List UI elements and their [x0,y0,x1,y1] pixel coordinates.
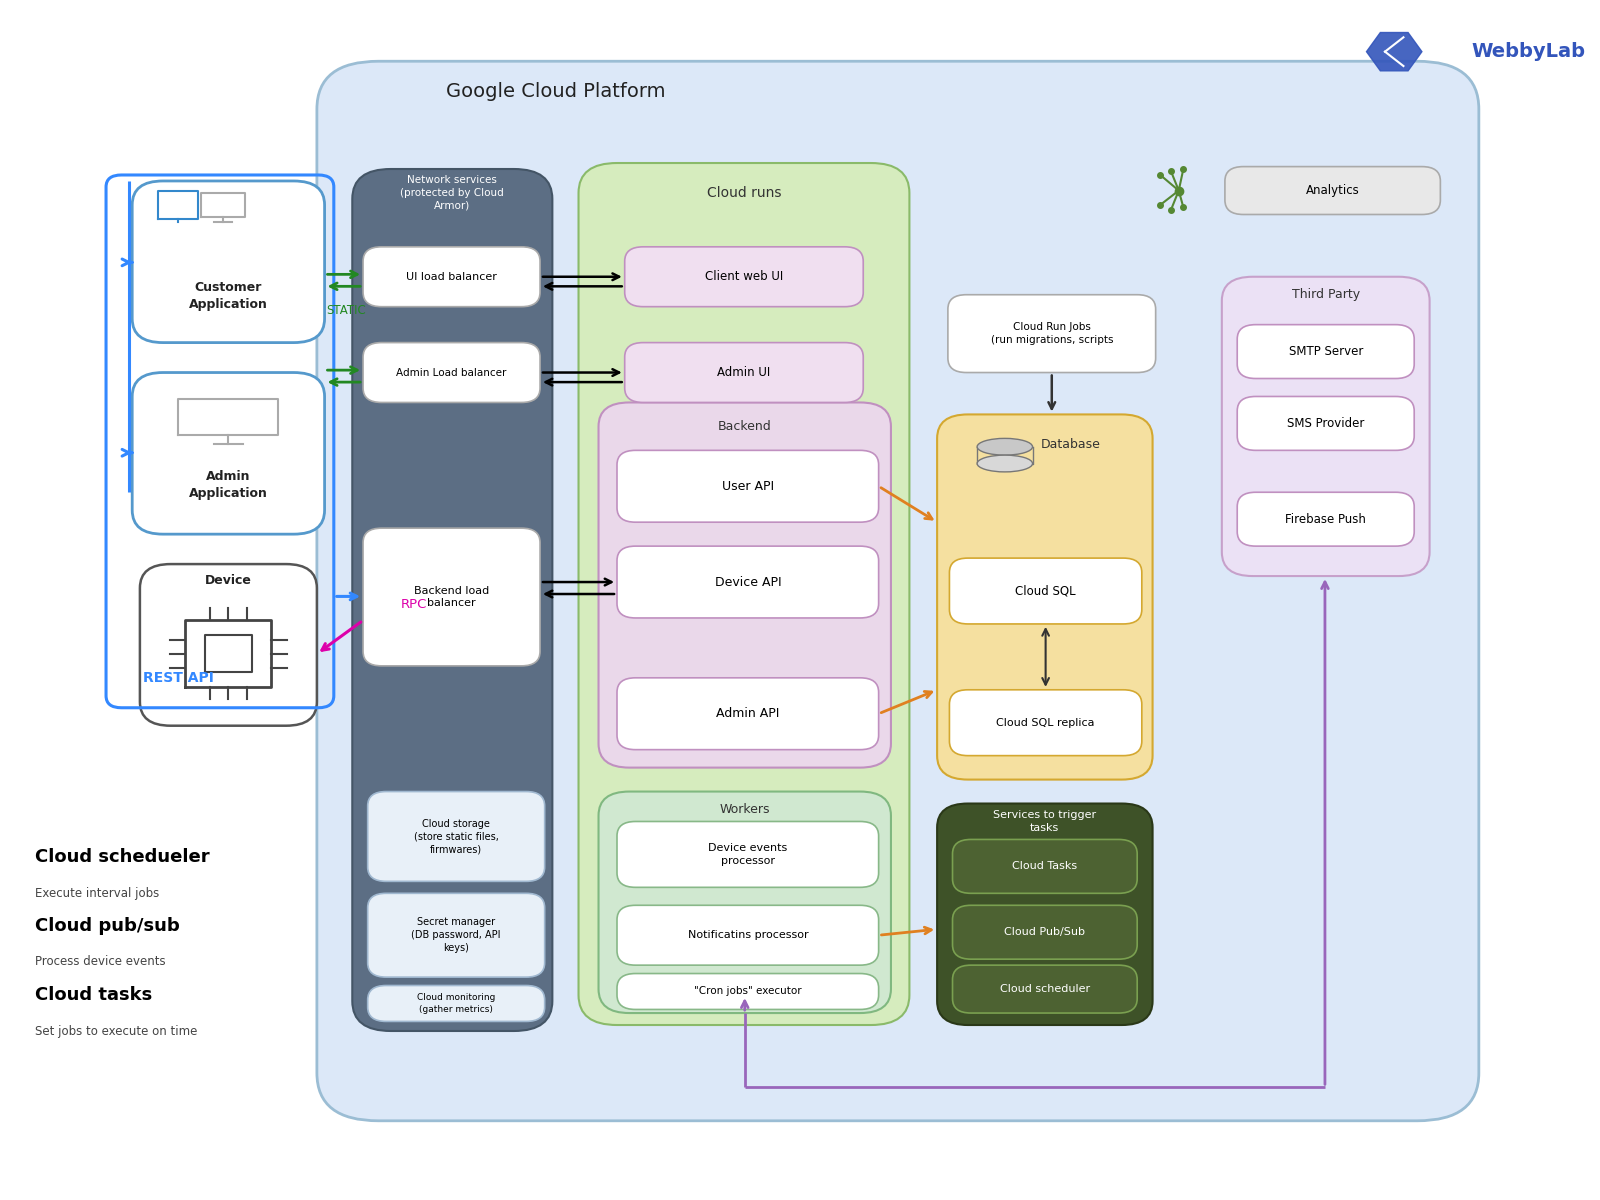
Text: Admin UI: Admin UI [717,366,771,379]
FancyBboxPatch shape [618,822,878,887]
Text: Admin
Application: Admin Application [189,470,267,500]
Text: UI load balancer: UI load balancer [406,271,498,282]
Ellipse shape [978,438,1032,455]
FancyBboxPatch shape [598,792,891,1013]
FancyBboxPatch shape [368,792,544,881]
FancyBboxPatch shape [624,342,864,402]
FancyBboxPatch shape [938,414,1152,780]
Text: WebbyLab: WebbyLab [1470,42,1586,61]
Text: Cloud runs: Cloud runs [707,186,781,200]
Text: Device events
processor: Device events processor [709,844,787,866]
FancyBboxPatch shape [952,840,1138,893]
Text: Google Cloud Platform: Google Cloud Platform [446,82,666,101]
Text: Third Party: Third Party [1291,288,1360,301]
Text: Network services
(protected by Cloud
Armor): Network services (protected by Cloud Arm… [400,175,504,211]
Text: Services to trigger
tasks: Services to trigger tasks [994,810,1096,833]
Text: Cloud Pub/Sub: Cloud Pub/Sub [1005,928,1085,937]
Text: Cloud monitoring
(gather metrics): Cloud monitoring (gather metrics) [418,994,496,1014]
Text: Cloud SQL replica: Cloud SQL replica [997,718,1094,727]
FancyBboxPatch shape [618,973,878,1009]
Text: Device: Device [205,575,251,587]
Text: RPC: RPC [400,599,427,611]
Text: STATIC: STATIC [326,304,366,317]
FancyBboxPatch shape [598,402,891,768]
Text: Admin API: Admin API [717,707,779,720]
Text: Cloud Tasks: Cloud Tasks [1013,862,1077,871]
FancyBboxPatch shape [624,247,864,307]
FancyBboxPatch shape [133,372,325,534]
Text: Notificatins processor: Notificatins processor [688,930,808,941]
Text: Cloud Run Jobs
(run migrations, scripts: Cloud Run Jobs (run migrations, scripts [990,323,1114,346]
FancyBboxPatch shape [317,61,1478,1121]
Text: Client web UI: Client web UI [706,270,782,283]
FancyBboxPatch shape [1222,277,1430,576]
FancyBboxPatch shape [1237,492,1414,546]
Text: Cloud storage
(store static files,
firmwares): Cloud storage (store static files, firmw… [414,818,499,854]
Text: Backend load
balancer: Backend load balancer [414,586,490,608]
Text: Execute interval jobs: Execute interval jobs [35,887,160,900]
Text: Set jobs to execute on time: Set jobs to execute on time [35,1025,198,1038]
FancyBboxPatch shape [352,169,552,1031]
Text: Cloud SQL: Cloud SQL [1016,584,1075,598]
Text: SMTP Server: SMTP Server [1288,346,1363,358]
FancyBboxPatch shape [949,690,1142,756]
Text: Cloud tasks: Cloud tasks [35,986,152,1004]
FancyBboxPatch shape [618,678,878,750]
Text: Process device events: Process device events [35,955,166,968]
FancyBboxPatch shape [579,163,909,1025]
Text: Database: Database [1042,438,1101,451]
Text: Analytics: Analytics [1306,184,1360,197]
FancyBboxPatch shape [1226,167,1440,215]
FancyBboxPatch shape [952,905,1138,959]
FancyBboxPatch shape [1237,396,1414,450]
FancyBboxPatch shape [618,546,878,618]
Polygon shape [1366,32,1422,71]
FancyBboxPatch shape [947,295,1155,372]
Text: Cloud scheduler: Cloud scheduler [1000,984,1090,994]
FancyBboxPatch shape [363,247,541,307]
FancyBboxPatch shape [618,450,878,522]
FancyBboxPatch shape [363,528,541,666]
Ellipse shape [978,455,1032,472]
FancyBboxPatch shape [363,342,541,402]
FancyBboxPatch shape [952,965,1138,1013]
Text: User API: User API [722,480,774,493]
FancyBboxPatch shape [368,893,544,977]
FancyBboxPatch shape [139,564,317,726]
FancyBboxPatch shape [133,181,325,342]
Text: Admin Load balancer: Admin Load balancer [397,367,507,378]
Text: Customer
Application: Customer Application [189,281,267,311]
FancyBboxPatch shape [368,985,544,1021]
Text: Secret manager
(DB password, API
keys): Secret manager (DB password, API keys) [411,918,501,953]
Text: SMS Provider: SMS Provider [1286,416,1365,430]
Text: Firebase Push: Firebase Push [1285,512,1366,526]
Text: REST API: REST API [142,671,214,685]
Text: Device API: Device API [715,576,781,588]
FancyBboxPatch shape [1237,325,1414,378]
Text: "Cron jobs" executor: "Cron jobs" executor [694,986,802,996]
Text: Backend: Backend [718,420,771,433]
FancyBboxPatch shape [938,804,1152,1025]
Text: Cloud pub/sub: Cloud pub/sub [35,917,179,935]
FancyBboxPatch shape [949,558,1142,624]
Text: Cloud schedueler: Cloud schedueler [35,848,210,866]
FancyBboxPatch shape [618,905,878,965]
Text: Workers: Workers [720,803,770,816]
